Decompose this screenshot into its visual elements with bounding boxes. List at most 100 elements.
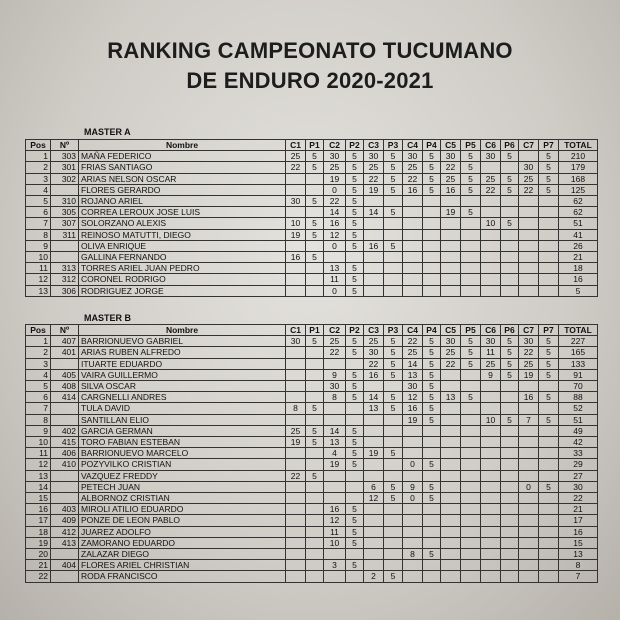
cell (50, 183, 79, 197)
cell (538, 536, 559, 550)
cell (402, 195, 423, 208)
cell (305, 570, 324, 583)
cell: 13 (323, 436, 346, 449)
cell: 30 (323, 150, 346, 163)
cell: 30 (402, 380, 423, 393)
cell: 5 (383, 391, 403, 404)
section-label: MASTER A (84, 127, 131, 137)
cell (363, 514, 384, 527)
cell: 18 (25, 525, 51, 538)
cell: 30 (480, 335, 501, 348)
row: 9 402 GARCIA GERMAN 25 5 14 5 49 (25, 424, 598, 438)
cell: 5 (500, 217, 519, 230)
cell: 5 (460, 346, 481, 359)
cell (518, 548, 539, 561)
cell: 302 (50, 172, 79, 185)
cell: 25 (480, 357, 501, 370)
cell: 7 (25, 217, 51, 230)
cell: 51 (558, 217, 598, 230)
cell (323, 402, 346, 415)
cell (345, 469, 364, 482)
cell: 3 (323, 559, 346, 572)
cell (383, 380, 403, 393)
column-header: P1 (305, 323, 324, 337)
column-header: Nombre (78, 323, 286, 337)
cell: 405 (50, 368, 79, 382)
cell: 25 (518, 357, 539, 370)
cell: 62 (558, 195, 598, 208)
cell: 5 (460, 391, 481, 404)
cell (538, 206, 559, 219)
rider-name: SANTILLAN ELIO (78, 413, 286, 426)
column-header: P6 (500, 323, 519, 337)
cell: 5 (305, 436, 324, 449)
cell: 16 (558, 273, 598, 286)
rider-name: ITUARTE EDUARDO (78, 357, 286, 370)
cell: 12 (25, 273, 51, 286)
cell: 5 (538, 480, 559, 494)
cell (305, 480, 324, 494)
cell (460, 368, 481, 382)
cell: 33 (558, 447, 598, 460)
cell (285, 284, 306, 297)
cell (285, 570, 306, 583)
cell: 9 (25, 424, 51, 438)
row: 9 OLIVA ENRIQUE 0 5 16 5 26 (25, 239, 598, 253)
cell: 5 (25, 195, 51, 208)
cell (440, 380, 461, 393)
cell (538, 402, 559, 415)
rider-name: FRIAS SANTIAGO (78, 161, 286, 174)
cell (518, 436, 539, 449)
cell: 30 (363, 346, 384, 359)
row: 12 410 POZYVILKO CRISTIAN 19 5 0 5 29 (25, 458, 598, 471)
cell (500, 424, 519, 438)
cell: 5 (538, 183, 559, 197)
cell (422, 273, 441, 286)
cell (538, 514, 559, 527)
cell (363, 536, 384, 550)
cell: 21 (558, 251, 598, 264)
cell: 13 (25, 284, 51, 297)
cell: 5 (345, 424, 364, 438)
cell (285, 514, 306, 527)
cell (440, 525, 461, 538)
cell (538, 570, 559, 583)
cell (480, 251, 501, 264)
cell (422, 206, 441, 219)
cell (460, 458, 481, 471)
cell: 22 (285, 161, 306, 174)
cell: 310 (50, 195, 79, 208)
cell: 6 (25, 391, 51, 404)
row: 16 403 MIROLI ATILIO EDUARDO 16 5 21 (25, 503, 598, 516)
cell: 25 (285, 424, 306, 438)
cell: 5 (305, 228, 324, 241)
rider-name: VAIRA GUILLERMO (78, 368, 286, 382)
cell (363, 228, 384, 241)
cell: 5 (305, 402, 324, 415)
cell (460, 380, 481, 393)
cell: 30 (518, 161, 539, 174)
cell: 21 (25, 559, 51, 572)
cell: 10 (25, 251, 51, 264)
cell: 312 (50, 273, 79, 286)
cell: 5 (383, 447, 403, 460)
cell: 9 (25, 239, 51, 253)
cell (363, 548, 384, 561)
cell (363, 503, 384, 516)
column-header: C1 (285, 138, 306, 152)
cell: 30 (480, 150, 501, 163)
cell: 311 (50, 228, 79, 241)
cell: 52 (558, 402, 598, 415)
cell: 19 (402, 413, 423, 426)
cell (440, 436, 461, 449)
cell: 16 (558, 525, 598, 538)
cell (460, 514, 481, 527)
cell (285, 183, 306, 197)
cell: 25 (402, 161, 423, 174)
cell: 313 (50, 262, 79, 275)
cell: 5 (460, 150, 481, 163)
cell (323, 480, 346, 494)
cell: 301 (50, 161, 79, 174)
cell (538, 217, 559, 230)
cell (460, 536, 481, 550)
